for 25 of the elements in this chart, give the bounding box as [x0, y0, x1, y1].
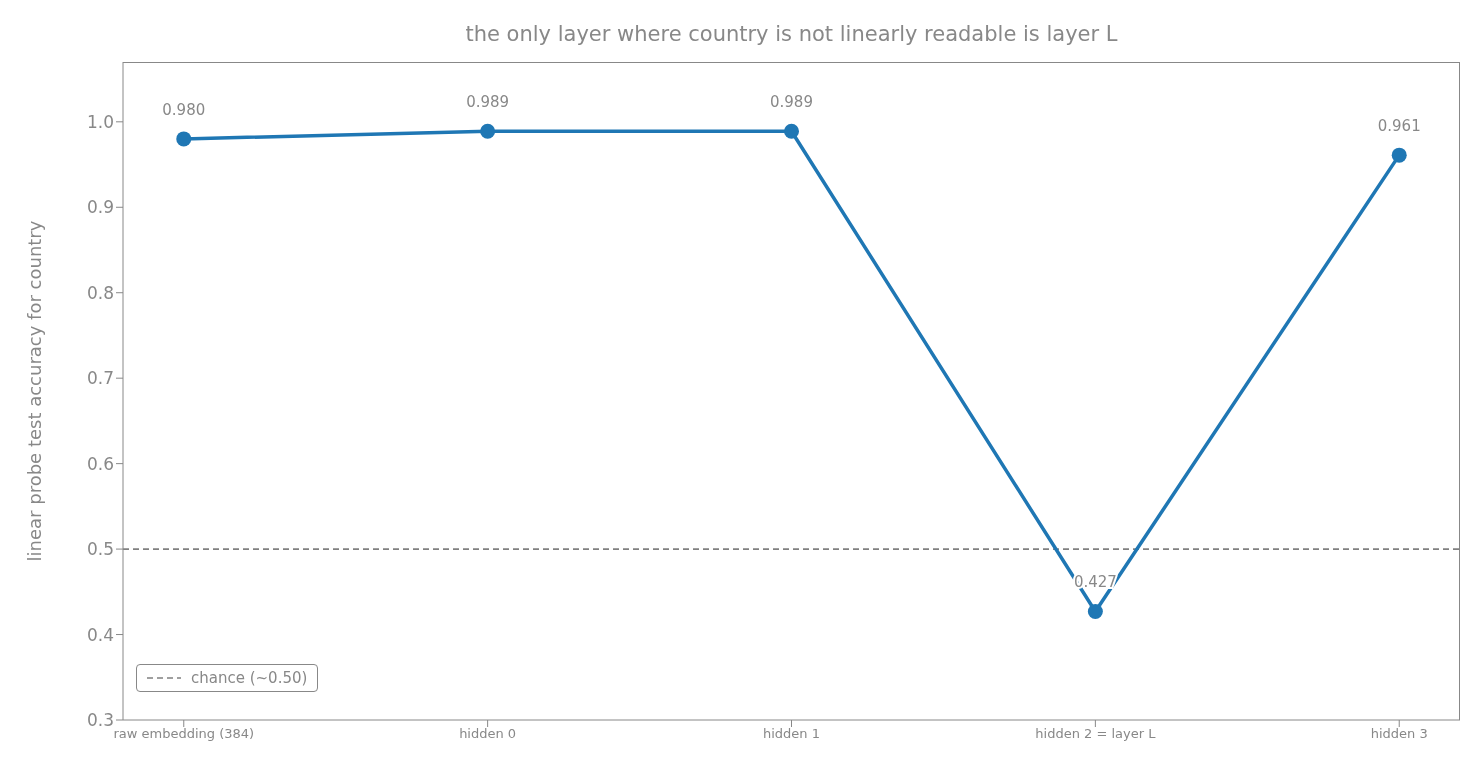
- point: [1391, 147, 1407, 163]
- y-tick-label: 0.8: [86, 282, 114, 303]
- x-tick-label: hidden 0: [459, 726, 517, 742]
- y-tick-label: 1.0: [86, 111, 114, 132]
- data-label: 0.980: [162, 100, 206, 119]
- point: [1087, 603, 1103, 619]
- x-tick-label: hidden 3: [1370, 726, 1428, 742]
- y-tick-label: 0.7: [86, 368, 114, 389]
- point: [480, 123, 496, 139]
- data-label: 0.961: [1377, 117, 1421, 136]
- y-tick-label: 0.5: [86, 539, 114, 560]
- data-label: 0.989: [770, 93, 813, 112]
- x-tick-label: raw embedding (384): [113, 726, 255, 742]
- y-tick-label: 0.6: [86, 453, 114, 474]
- chart-title: the only layer where country is not linearly readable is layer L: [464, 22, 1119, 46]
- y-tick-label: 0.9: [86, 197, 114, 218]
- y-tick-label: 0.4: [86, 624, 114, 645]
- x-tick-label: hidden 1: [763, 726, 820, 742]
- point: [784, 123, 799, 139]
- y-axis-title: linear probe test accuracy for country: [24, 220, 46, 562]
- legend-label: chance (~0.50): [191, 669, 308, 687]
- x-tick-label: hidden 2 = layer L: [1035, 726, 1157, 742]
- data-label: 0.989: [466, 93, 510, 112]
- y-tick-label: 0.3: [86, 710, 114, 731]
- point: [176, 131, 192, 147]
